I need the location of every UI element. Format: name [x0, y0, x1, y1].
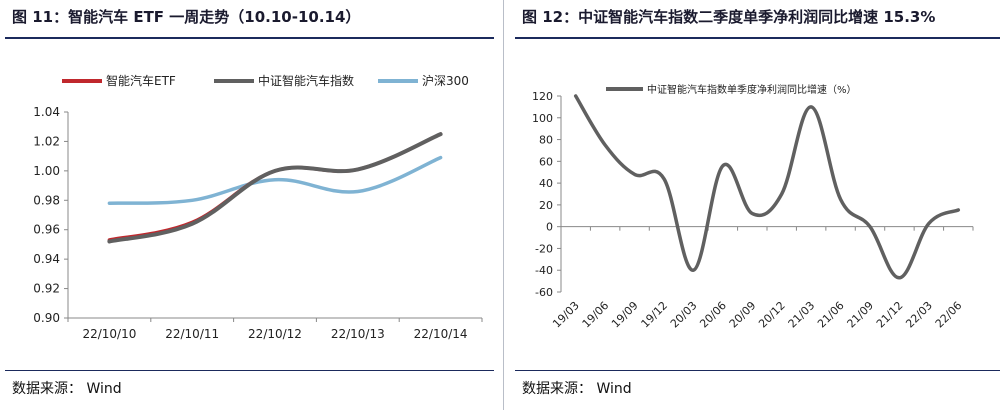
left-y-tick-label: 0.98	[33, 193, 60, 207]
left-x-ticks: 22/10/10 22/10/11 22/10/12 22/10/13 22/10/14	[67, 318, 483, 341]
left-title-rule	[5, 37, 494, 39]
left-y-tick-label: 1.00	[33, 164, 60, 178]
right-source-rule	[515, 370, 1000, 371]
right-title-rule	[515, 37, 1000, 39]
left-y-tick-label: 0.90	[33, 311, 60, 325]
right-series-line	[573, 94, 961, 280]
left-y-tick-label: 0.92	[33, 282, 60, 296]
left-legend-label-2: 沪深300	[422, 74, 469, 88]
left-legend: 智能汽车ETF 中证智能汽车指数 沪深300	[62, 73, 469, 88]
right-chart-bg	[510, 40, 1003, 370]
right-series-group	[573, 94, 961, 280]
right-y-tick-label: 100	[532, 112, 553, 125]
left-x-tick-label: 22/10/12	[248, 327, 302, 341]
right-y-tick-label: 0	[546, 221, 553, 234]
right-y-tick-label: -60	[535, 286, 553, 299]
left-y-ticks: 0.90 0.92 0.94 0.96 0.98 1.00 1.02 1.04	[33, 105, 68, 325]
left-x-tick-label: 22/10/10	[82, 327, 136, 341]
left-figure-label: 图 11：	[12, 8, 69, 26]
panel-divider	[503, 0, 504, 410]
right-y-tick-label: 40	[539, 177, 553, 190]
right-title: 图 12：中证智能汽车指数二季度单季净利润同比增速 15.3%	[522, 6, 935, 27]
right-legend: 中证智能汽车指数单季度净利润同比增速（%）	[606, 83, 857, 96]
right-panel: 图 12：中证智能汽车指数二季度单季净利润同比增速 15.3% 中证智能汽车指数…	[510, 0, 1003, 410]
left-title-text: 智能汽车 ETF 一周走势（10.10-10.14）	[68, 8, 361, 26]
right-y-tick-label: 20	[539, 199, 553, 212]
left-source: 数据来源： Wind	[12, 381, 122, 397]
right-y-tick-label: 60	[539, 155, 553, 168]
right-y-tick-label: 80	[539, 134, 553, 147]
left-legend-label-0: 智能汽车ETF	[106, 73, 176, 88]
left-x-tick-label: 22/10/11	[165, 327, 219, 341]
left-y-tick-label: 0.94	[33, 252, 60, 266]
left-x-tick-label: 22/10/14	[414, 327, 468, 341]
left-x-tick-label: 22/10/13	[331, 327, 385, 341]
left-y-tick-label: 1.04	[33, 105, 60, 119]
left-y-tick-label: 0.96	[33, 223, 60, 237]
right-y-ticks: -60 -40 -20 0 20 40 60 80 100 120	[532, 90, 561, 299]
right-y-tick-label: 120	[532, 90, 553, 103]
left-title: 图 11：智能汽车 ETF 一周走势（10.10-10.14）	[12, 6, 360, 27]
left-y-tick-label: 1.02	[33, 134, 60, 148]
left-panel: 图 11：智能汽车 ETF 一周走势（10.10-10.14） 智能汽车ETF 中…	[0, 0, 497, 410]
right-y-tick-label: -40	[535, 264, 553, 277]
right-title-text: 中证智能汽车指数二季度单季净利润同比增速 15.3%	[578, 8, 936, 26]
left-series-group	[107, 132, 443, 244]
left-series-line-1	[107, 132, 443, 244]
left-series-line-2	[107, 155, 443, 205]
right-source: 数据来源： Wind	[522, 381, 632, 397]
right-y-tick-label: -20	[535, 242, 553, 255]
right-legend-label: 中证智能汽车指数单季度净利润同比增速（%）	[647, 83, 857, 96]
left-chart-bg	[0, 40, 497, 370]
right-figure-label: 图 12：	[522, 8, 579, 26]
left-legend-label-1: 中证智能汽车指数	[258, 73, 354, 88]
left-source-rule	[5, 370, 494, 371]
left-chart: 智能汽车ETF 中证智能汽车指数 沪深300 0.900.920.940.960.9…	[0, 40, 497, 370]
right-chart: 中证智能汽车指数单季度净利润同比增速（%） -60 -40 -20 0 20 40 60 80…	[510, 40, 1003, 370]
